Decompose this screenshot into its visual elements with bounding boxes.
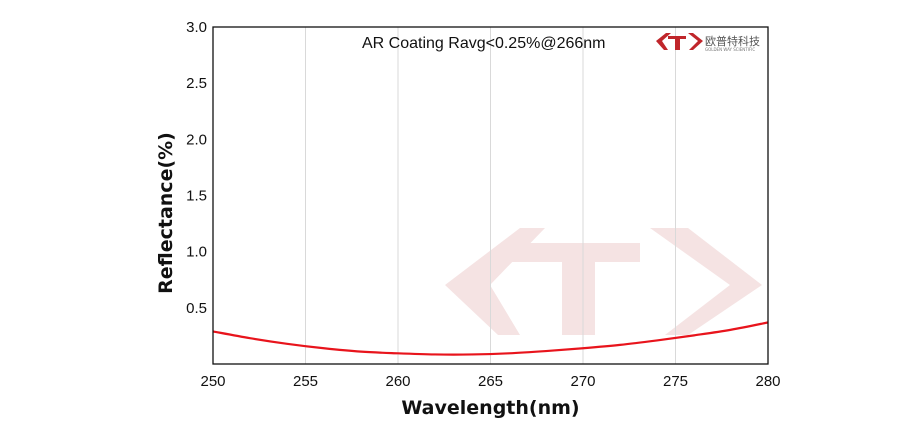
x-axis-label: Wavelength(nm) <box>401 397 579 419</box>
reflectance-curve <box>212 321 769 356</box>
series-layer <box>212 321 769 356</box>
x-tick-label: 260 <box>385 373 410 390</box>
logo-icon <box>656 33 703 50</box>
y-axis-label: Reflectance(%) <box>155 132 177 294</box>
x-tick-label: 265 <box>478 373 503 390</box>
plot-frame <box>212 26 769 365</box>
chart-annotation: AR Coating Ravg<0.25%@266nm <box>362 35 606 52</box>
y-tick-label: 2.5 <box>186 75 207 92</box>
y-tick-label: 0.5 <box>186 300 207 317</box>
y-tick-label: 2.0 <box>186 131 207 148</box>
y-tick-label: 3.0 <box>186 19 207 36</box>
x-ticks: 250 255 260 265 270 275 280 <box>200 373 780 390</box>
watermark-logo <box>445 228 762 335</box>
x-tick-label: 255 <box>293 373 318 390</box>
x-tick-label: 250 <box>200 373 225 390</box>
x-tick-label: 280 <box>755 373 780 390</box>
x-tick-label: 270 <box>570 373 595 390</box>
logo-brand-en: GOLDEN WAY SCIENTIFIC <box>705 47 755 52</box>
grid <box>305 27 676 364</box>
y-tick-label: 1.0 <box>186 244 207 261</box>
y-ticks: 0.5 1.0 1.5 2.0 2.5 3.0 <box>186 19 207 317</box>
brand-logo: 欧普特科技 GOLDEN WAY SCIENTIFIC <box>656 33 760 52</box>
x-tick-label: 275 <box>663 373 688 390</box>
y-tick-label: 1.5 <box>186 188 207 205</box>
logo-brand-cn: 欧普特科技 <box>705 34 760 48</box>
